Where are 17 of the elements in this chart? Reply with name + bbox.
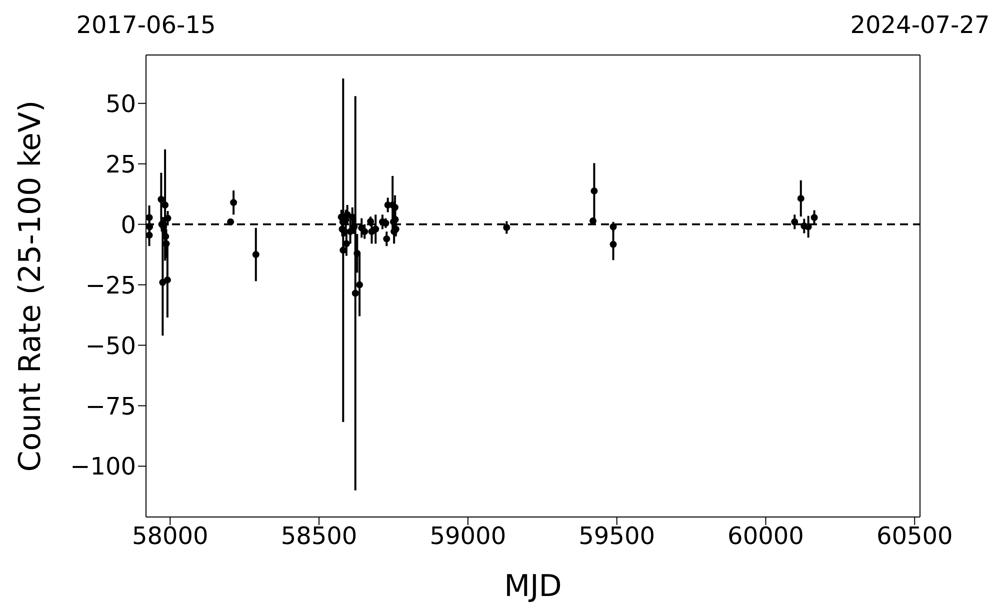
y-tick-label: −25: [85, 271, 136, 300]
y-axis-title: Count Rate (25-100 keV): [13, 100, 48, 472]
y-tick-label: −75: [85, 392, 136, 420]
x-axis-title: MJD: [504, 569, 562, 604]
x-tick-label: 59500: [578, 522, 656, 550]
y-tick-label: 50: [105, 90, 136, 118]
y-tick-label: −50: [85, 332, 136, 360]
y-tick-label: −100: [70, 452, 136, 481]
x2-tick-label: 2017-06-15: [76, 11, 216, 39]
y-tick-label: 0: [120, 210, 136, 239]
x-tick-label: 58000: [132, 522, 208, 550]
x-tick-label: 60500: [876, 522, 953, 550]
x-tick-label: 60000: [728, 522, 804, 550]
x-tick-label: 59000: [430, 522, 506, 550]
x2-tick-label: 2024-07-27: [850, 11, 990, 39]
y-tick-label: 25: [105, 150, 136, 178]
x-tick-label: 58500: [280, 522, 358, 550]
